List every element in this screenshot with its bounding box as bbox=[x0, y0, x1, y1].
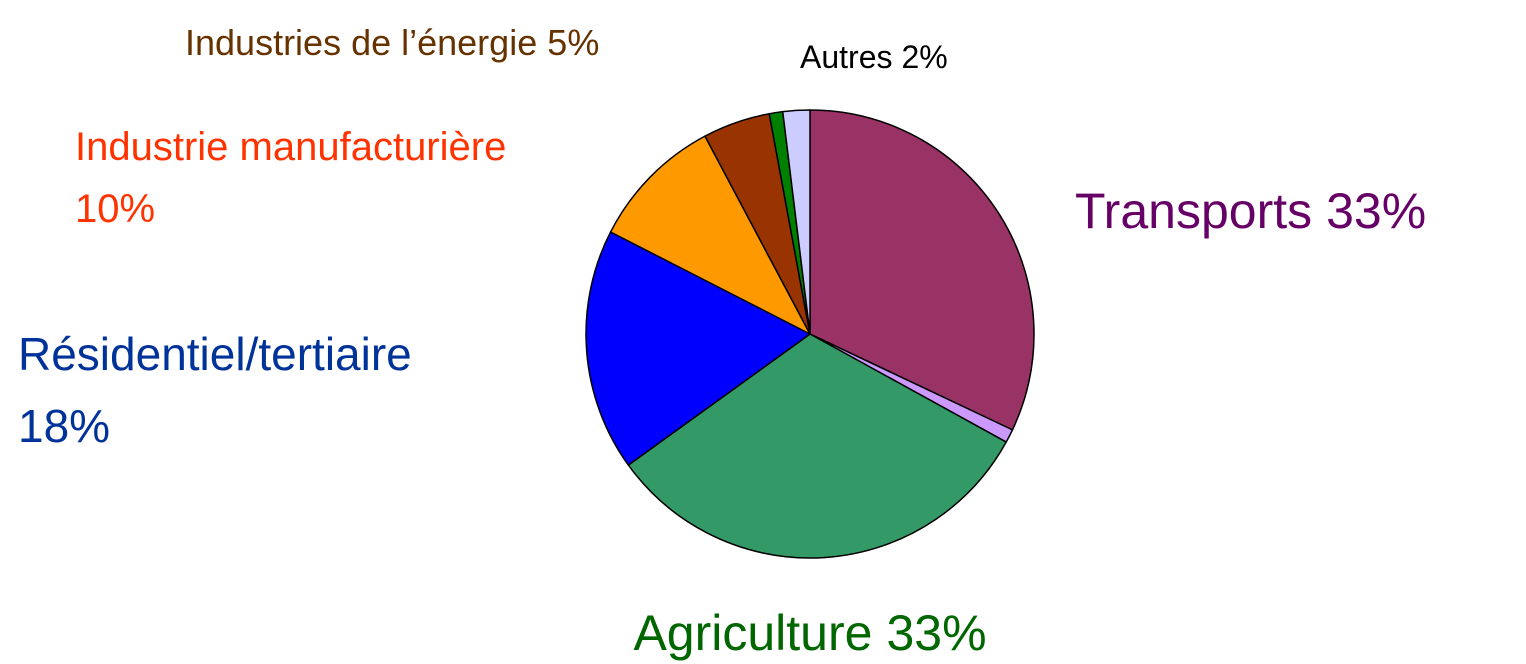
value-label: 5% bbox=[547, 22, 599, 63]
pie-slice bbox=[809, 109, 1035, 431]
category-label: Autres bbox=[800, 39, 892, 75]
pie-slice bbox=[781, 109, 811, 335]
pie-slice bbox=[627, 333, 1007, 559]
value-label: 2% bbox=[901, 39, 947, 75]
value-label: 33% bbox=[1326, 183, 1426, 239]
slice-label: Autres 2% bbox=[800, 39, 948, 75]
pie-slice bbox=[609, 135, 811, 335]
value-label: 10% bbox=[75, 187, 155, 231]
pie-slice bbox=[585, 231, 811, 466]
value-label: 33% bbox=[886, 605, 986, 661]
value-label: 18% bbox=[18, 400, 110, 452]
slice-label: Transports 33% bbox=[1075, 183, 1426, 239]
slice-label: Industries de l’énergie 5% bbox=[185, 22, 599, 63]
category-label: Industries de l’énergie bbox=[185, 22, 537, 63]
category-label: Industrie manufacturière bbox=[75, 125, 506, 169]
slice-label: Agriculture 33% bbox=[633, 605, 986, 661]
category-label: Résidentiel/tertiaire bbox=[18, 328, 412, 380]
category-label: Transports bbox=[1075, 183, 1312, 239]
category-label: Agriculture bbox=[633, 605, 872, 661]
